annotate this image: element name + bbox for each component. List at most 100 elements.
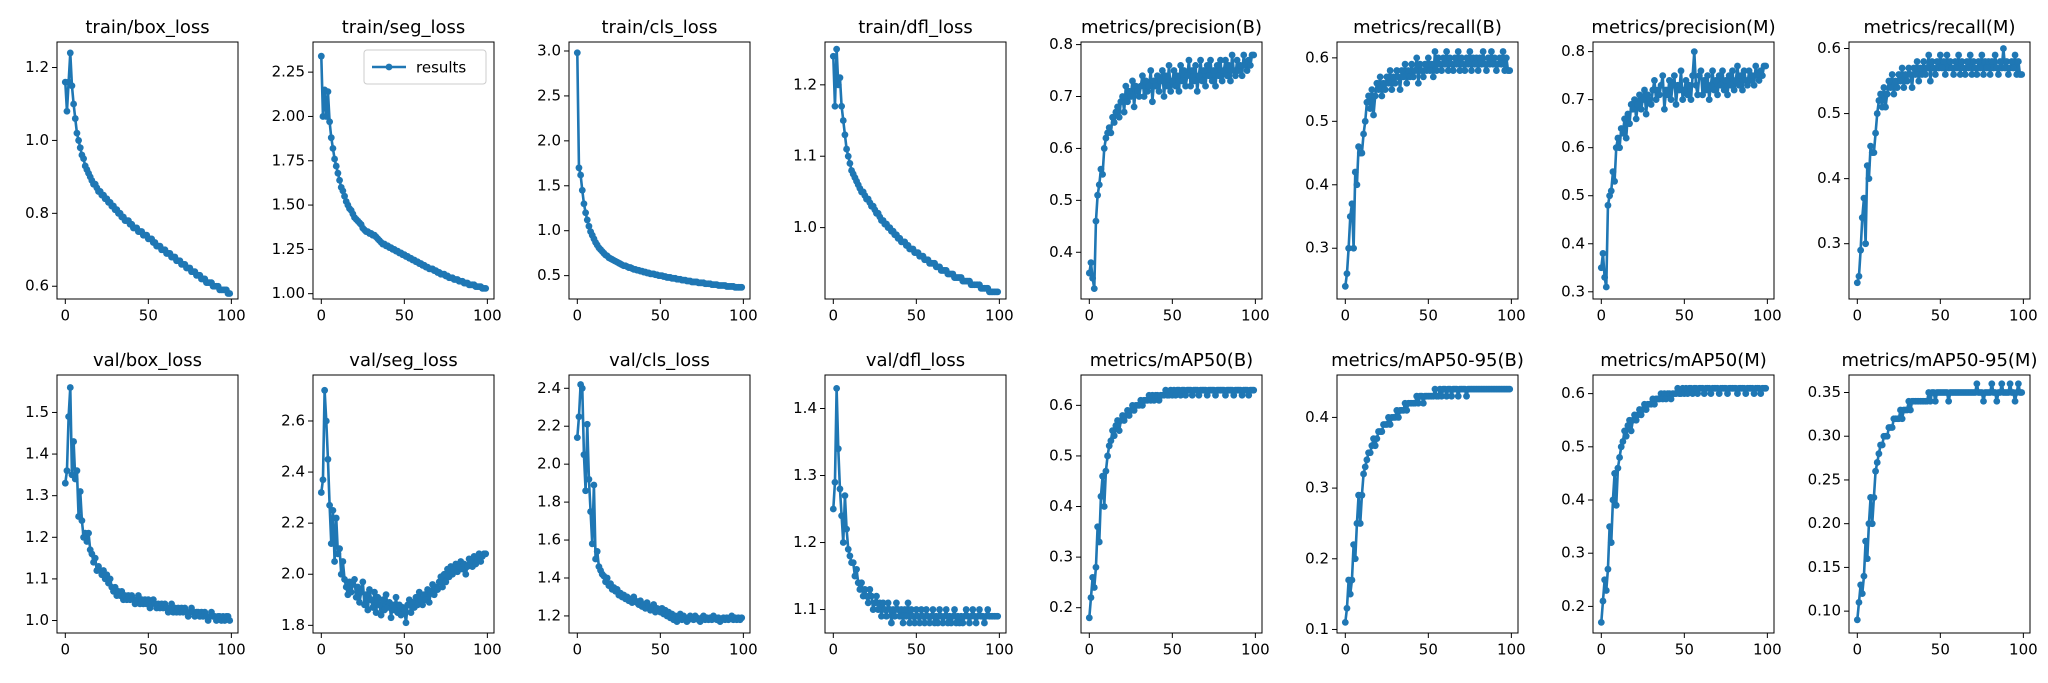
data-point	[1190, 77, 1198, 85]
axes-frame	[568, 374, 751, 634]
data-point	[1980, 397, 1987, 405]
data-point	[1413, 54, 1421, 62]
data-point	[1888, 71, 1896, 78]
data-point	[1616, 454, 1623, 461]
data-point	[869, 606, 877, 613]
x-tick-label: 100	[217, 641, 246, 659]
data-point	[585, 222, 593, 230]
data-point	[906, 619, 914, 627]
data-point	[738, 614, 746, 622]
x-tick-label: 50	[395, 307, 414, 325]
data-point	[1684, 390, 1692, 398]
y-tick-label: 1.5	[25, 403, 49, 421]
subplot-title: train/box_loss	[85, 17, 209, 38]
y-tick-label: 0.4	[1561, 234, 1585, 252]
y-tick-label: 1.2	[25, 58, 49, 76]
x-tick-label: 50	[395, 641, 414, 659]
data-point	[896, 612, 904, 620]
subplot: val/box_loss 1.0 1.1 1.2 1.3 1.4 1.5 0 50 100	[25, 350, 246, 659]
data-point	[1907, 406, 1914, 414]
data-point	[1915, 77, 1923, 85]
data-point	[2014, 58, 2022, 65]
y-tick-label: 2.4	[281, 463, 305, 481]
data-point	[1875, 97, 1883, 104]
data-point	[1938, 64, 1946, 72]
data-point	[1597, 264, 1605, 272]
data-point	[1233, 56, 1241, 64]
data-point	[1647, 101, 1655, 108]
data-point	[1699, 91, 1706, 99]
data-point	[1198, 77, 1206, 85]
data-point	[1611, 177, 1618, 185]
data-point	[1744, 81, 1751, 89]
y-tick-label: 0.5	[1305, 112, 1329, 130]
data-point	[1622, 134, 1630, 142]
data-point	[1941, 71, 1949, 78]
data-point	[389, 601, 397, 609]
data-point	[1687, 96, 1695, 104]
data-point	[1973, 71, 1981, 78]
data-point	[1715, 72, 1723, 80]
data-point	[1961, 71, 1969, 78]
data-point	[1700, 390, 1708, 398]
subplot-title: metrics/mAP50(M)	[1600, 350, 1767, 371]
data-point	[1657, 81, 1665, 89]
data-point	[331, 558, 338, 565]
x-tick-label: 0	[573, 641, 583, 659]
data-point	[984, 606, 992, 613]
data-point	[1348, 200, 1356, 208]
data-point	[1140, 93, 1148, 100]
data-point	[1709, 67, 1716, 75]
data-point	[856, 586, 864, 593]
data-point	[1890, 90, 1898, 98]
data-point	[482, 550, 490, 558]
data-point	[70, 100, 78, 108]
data-point	[1092, 217, 1100, 225]
data-point	[439, 583, 446, 591]
data-point	[1175, 87, 1183, 95]
data-point	[582, 487, 590, 495]
data-point	[1095, 181, 1103, 189]
data-point	[317, 52, 325, 60]
data-point	[1868, 520, 1876, 528]
x-tick-label: 50	[1931, 641, 1950, 659]
data-point	[1502, 54, 1510, 62]
data-point	[1682, 77, 1690, 84]
data-point	[1963, 58, 1971, 65]
data-point	[1428, 60, 1436, 68]
y-tick-label: 1.0	[25, 131, 49, 149]
data-point	[1341, 618, 1349, 626]
data-point	[864, 599, 872, 607]
data-point	[583, 420, 591, 428]
data-point	[1127, 93, 1135, 100]
x-tick-label: 100	[473, 307, 502, 325]
y-tick-label: 2.6	[281, 411, 305, 429]
data-point	[1602, 283, 1610, 291]
data-point	[1978, 51, 1986, 59]
y-tick-label: 0.6	[1305, 48, 1329, 66]
data-point	[919, 612, 927, 620]
data-point	[1873, 459, 1881, 466]
data-point	[883, 612, 890, 620]
data-point	[1674, 384, 1682, 392]
subplot-title: metrics/precision(B)	[1081, 17, 1262, 38]
data-point	[1237, 61, 1244, 69]
data-point	[1634, 101, 1642, 108]
data-point	[2008, 58, 2016, 65]
data-point	[1619, 438, 1627, 445]
data-point	[841, 492, 849, 500]
data-point	[332, 514, 340, 522]
data-point	[1616, 144, 1623, 152]
data-point	[1946, 58, 1954, 65]
data-point	[1649, 86, 1657, 94]
data-point	[1993, 397, 2001, 405]
data-point	[1158, 67, 1166, 74]
subplot: train/cls_loss 0.5 1.0 1.5 2.0 2.5 3.0 0 50 100	[537, 17, 758, 325]
data-point	[1147, 67, 1155, 74]
data-point	[1449, 67, 1457, 74]
data-point	[1724, 91, 1731, 99]
data-point	[347, 588, 355, 596]
x-tick-label: 0	[829, 641, 839, 659]
data-point	[1735, 81, 1743, 89]
data-point	[1390, 73, 1397, 81]
